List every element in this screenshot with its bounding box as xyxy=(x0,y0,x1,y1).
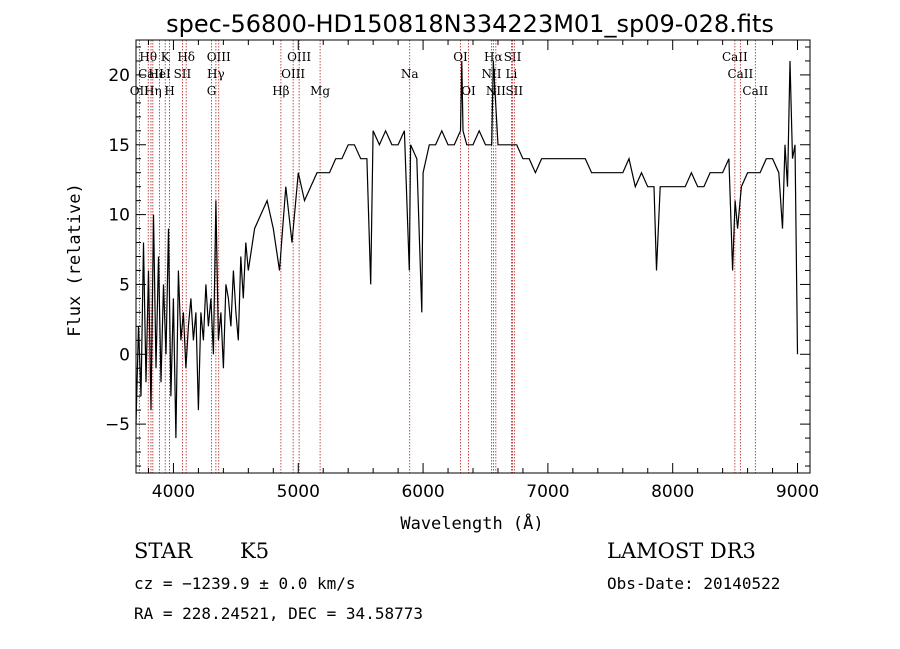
observation-date: Obs-Date: 20140522 xyxy=(607,574,781,593)
line-label-0: Hθ xyxy=(139,50,157,64)
chart-title: spec-56800-HD150818N334223M01_sp09-028.f… xyxy=(166,10,774,38)
spectrum-line xyxy=(135,60,799,439)
line-label-9: OIII xyxy=(207,50,231,64)
y-tick-label-2: 5 xyxy=(119,275,130,295)
x-tick-label-1: 5000 xyxy=(277,482,320,502)
y-tick-label-4: 15 xyxy=(108,136,130,156)
axis-ticks: 4000 5000 6000 7000 8000 9000 −5 0 5 10 15 20 xyxy=(105,40,819,502)
x-tick-label-0: 4000 xyxy=(152,482,195,502)
line-label-18: OI xyxy=(461,84,476,98)
line-label-21: NII xyxy=(486,84,506,98)
line-label-27: CaII xyxy=(742,84,768,98)
y-tick-label-0: −5 xyxy=(105,415,130,435)
line-label-25: CaII xyxy=(722,50,748,64)
y-tick-label-3: 10 xyxy=(108,206,130,226)
line-label-6: HeI xyxy=(148,67,171,81)
x-axis-label: Wavelength (Å) xyxy=(400,512,543,534)
line-label-5: H xyxy=(164,84,174,98)
line-label-26: CaII xyxy=(727,67,753,81)
line-label-24: SII xyxy=(505,84,523,98)
x-tick-label-5: 9000 xyxy=(776,482,819,502)
line-label-13: OIII xyxy=(281,67,305,81)
x-tick-label-3: 7000 xyxy=(526,482,569,502)
line-label-22: SII xyxy=(504,50,522,64)
line-label-17: OI xyxy=(453,50,468,64)
line-label-16: Na xyxy=(401,67,419,81)
line-label-3: Hη xyxy=(144,84,162,98)
line-label-10: Hγ xyxy=(207,67,225,81)
line-label-14: OIII xyxy=(287,50,311,64)
plot-frame xyxy=(135,39,811,474)
object-subclass: K5 xyxy=(240,539,270,563)
coordinates: RA = 228.24521, DEC = 34.58773 xyxy=(134,604,423,623)
line-label-19: Hα xyxy=(484,50,503,64)
line-label-2: CaII xyxy=(138,67,164,81)
line-label-15: Mg xyxy=(310,84,330,98)
redshift-value: cz = −1239.9 ± 0.0 km/s xyxy=(134,574,356,593)
x-tick-label-2: 6000 xyxy=(401,482,444,502)
line-label-8: Hδ xyxy=(177,50,195,64)
line-label-4: K xyxy=(161,50,171,64)
y-tick-label-1: 0 xyxy=(119,345,130,365)
line-label-11: G xyxy=(207,84,217,98)
x-tick-label-4: 8000 xyxy=(651,482,694,502)
line-label-23: Li xyxy=(506,67,518,81)
survey-name: LAMOST DR3 xyxy=(607,539,756,563)
line-label-20: NII xyxy=(481,67,501,81)
y-tick-label-5: 20 xyxy=(108,66,130,86)
line-label-7: SII xyxy=(174,67,192,81)
y-axis-label: Flux (relative) xyxy=(65,183,85,337)
line-label-1: OII xyxy=(130,84,150,98)
object-class: STAR xyxy=(134,539,193,563)
line-label-12: Hβ xyxy=(272,84,289,98)
